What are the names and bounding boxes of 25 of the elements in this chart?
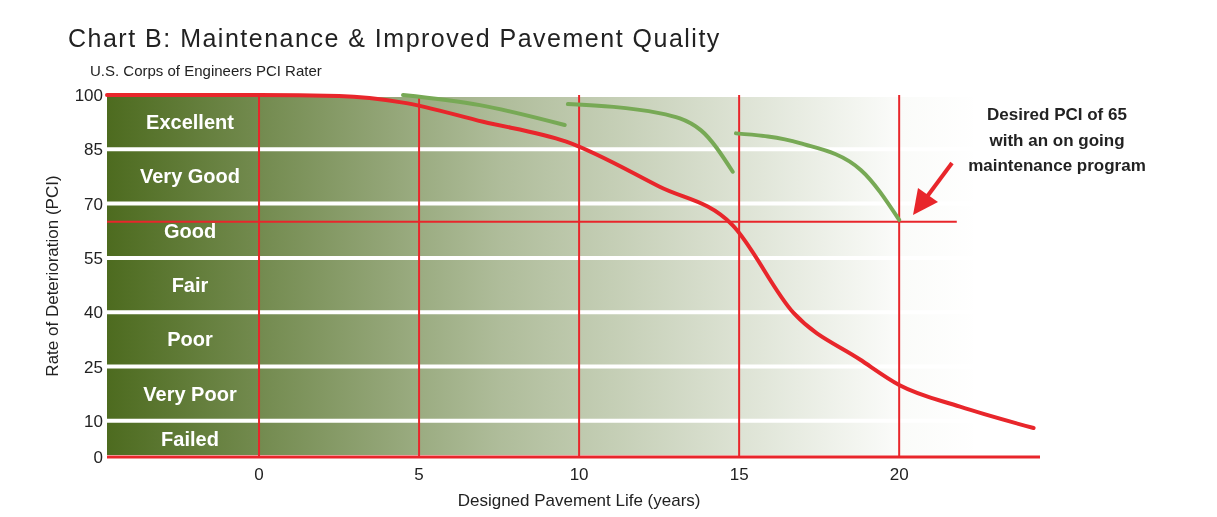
- annotation: Desired PCI of 65 with an on going maintenance program: [968, 105, 1146, 175]
- y-tick-label: 25: [84, 357, 103, 377]
- x-tick-label: 15: [729, 465, 749, 484]
- band-label: Good: [163, 219, 217, 242]
- band-label: Excellent: [146, 111, 235, 134]
- x-tick-label: 10: [569, 465, 589, 484]
- chart-subtitle: U.S. Corps of Engineers PCI Rater: [90, 62, 322, 79]
- x-tick-label: 5: [414, 465, 424, 484]
- x-axis-title: Designed Pavement Life (years): [457, 491, 701, 510]
- band-label: Poor: [167, 328, 213, 351]
- band-label: Very Poor: [143, 382, 237, 405]
- y-tick-label: 0: [93, 448, 103, 467]
- y-tick-label: 10: [84, 411, 103, 431]
- chart-title: Chart B: Maintenance & Improved Pavement Quality: [68, 24, 721, 52]
- y-tick-label: 70: [84, 194, 103, 214]
- x-tick-label: 0: [254, 465, 264, 484]
- band-label: Failed: [161, 427, 219, 450]
- y-tick-label: 40: [84, 303, 103, 323]
- band-label: Fair: [171, 274, 209, 297]
- y-axis-title: Rate of Deterioration (PCI): [43, 175, 62, 377]
- x-tick-label: 20: [889, 465, 909, 484]
- y-tick-label: 100: [74, 86, 103, 105]
- band-label: Very Good: [139, 165, 241, 188]
- y-tick-label: 55: [84, 248, 103, 268]
- y-tick-label: 85: [84, 140, 103, 160]
